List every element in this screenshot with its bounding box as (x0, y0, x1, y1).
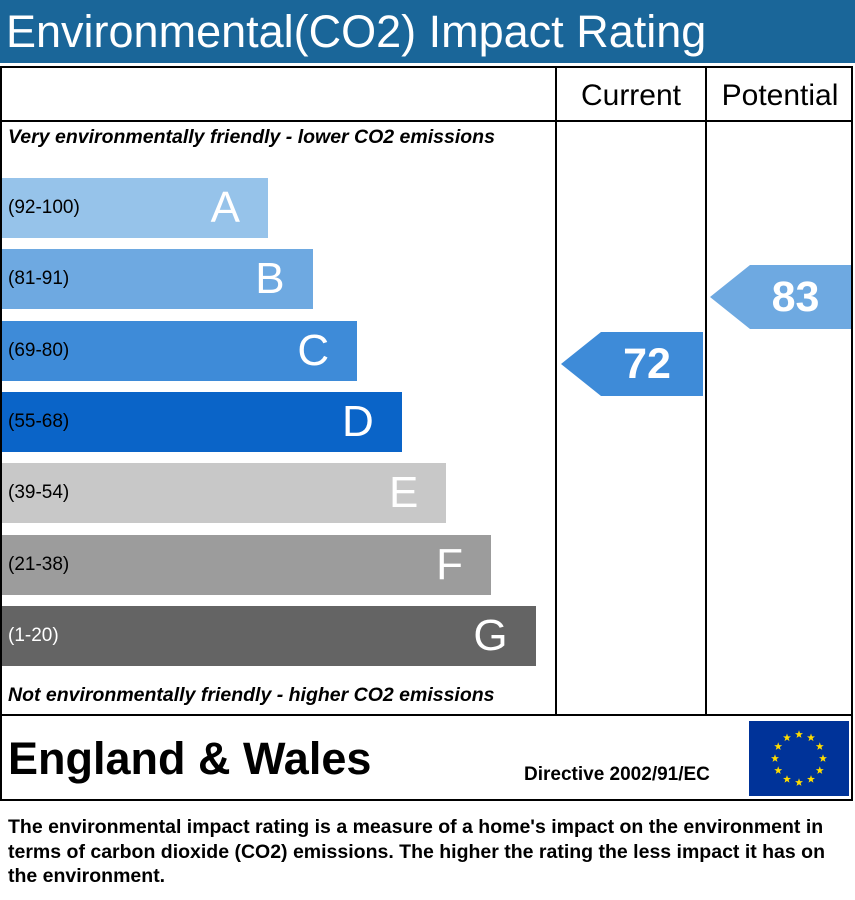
rating-band-a: (92-100) A (2, 178, 268, 238)
directive-label: Directive 2002/91/EC (524, 764, 710, 785)
rating-band-g: (1-20) G (2, 605, 536, 666)
rating-value: 83 (771, 272, 820, 321)
arrow-shape (561, 332, 703, 396)
eu-star-icon (819, 754, 827, 762)
band-range-label: (39-54) (8, 482, 70, 504)
band-letter: A (210, 183, 240, 232)
rating-value: 72 (623, 339, 671, 388)
title-bar: Environmental(CO2) Impact Rating (0, 0, 855, 63)
header-divider (0, 120, 853, 122)
band-range-label: (1-20) (8, 624, 59, 646)
current-column-divider (555, 66, 557, 716)
eu-star-icon (774, 766, 783, 774)
rating-band-b: (81-91) B (2, 249, 313, 310)
band-range-label: (81-91) (8, 268, 70, 290)
page-title: Environmental(CO2) Impact Rating (6, 6, 707, 57)
eu-star-icon (771, 754, 779, 762)
eu-star-icon (774, 742, 783, 750)
eu-star-icon (795, 730, 803, 738)
eu-star-icon (795, 778, 803, 786)
band-letter: B (255, 254, 285, 304)
caption-text: The environmental impact rating is a mea… (8, 816, 825, 887)
band-letter: E (389, 468, 419, 518)
eu-star-icon (807, 775, 815, 783)
top-note: Very environmentally friendly - lower CO… (8, 126, 495, 148)
rating-band-c: (69-80) C (2, 320, 358, 381)
bottom-note: Not environmentally friendly - higher CO… (8, 684, 495, 706)
eu-star-icon (815, 766, 824, 774)
eu-star-icon (807, 733, 815, 742)
rating-frame (0, 66, 853, 801)
rating-band-f: (21-38) F (2, 534, 491, 595)
current-rating-arrow: 72 (561, 332, 703, 396)
eu-star-icon (783, 733, 791, 742)
band-letter: G (473, 610, 508, 660)
rating-band-d: (55-68) D (2, 391, 402, 452)
eu-star-icon (815, 742, 824, 750)
potential-column-divider (705, 66, 707, 716)
eu-flag-icon (749, 721, 849, 796)
footer-divider (0, 714, 853, 716)
potential-rating-arrow: 83 (710, 265, 851, 329)
potential-column-header: Potential (721, 79, 839, 112)
eu-star-icon (783, 775, 791, 783)
band-range-label: (55-68) (8, 410, 70, 432)
band-range-label: (21-38) (8, 553, 70, 575)
region-label: England & Wales (8, 733, 372, 784)
band-range-label: (92-100) (8, 197, 80, 218)
band-letter: C (297, 325, 330, 375)
arrow-shape (710, 265, 851, 329)
current-column-header: Current (580, 79, 682, 112)
rating-band-e: (39-54) E (2, 463, 447, 524)
band-range-label: (69-80) (8, 339, 70, 361)
band-letter: D (342, 396, 374, 446)
band-letter: F (436, 539, 463, 589)
